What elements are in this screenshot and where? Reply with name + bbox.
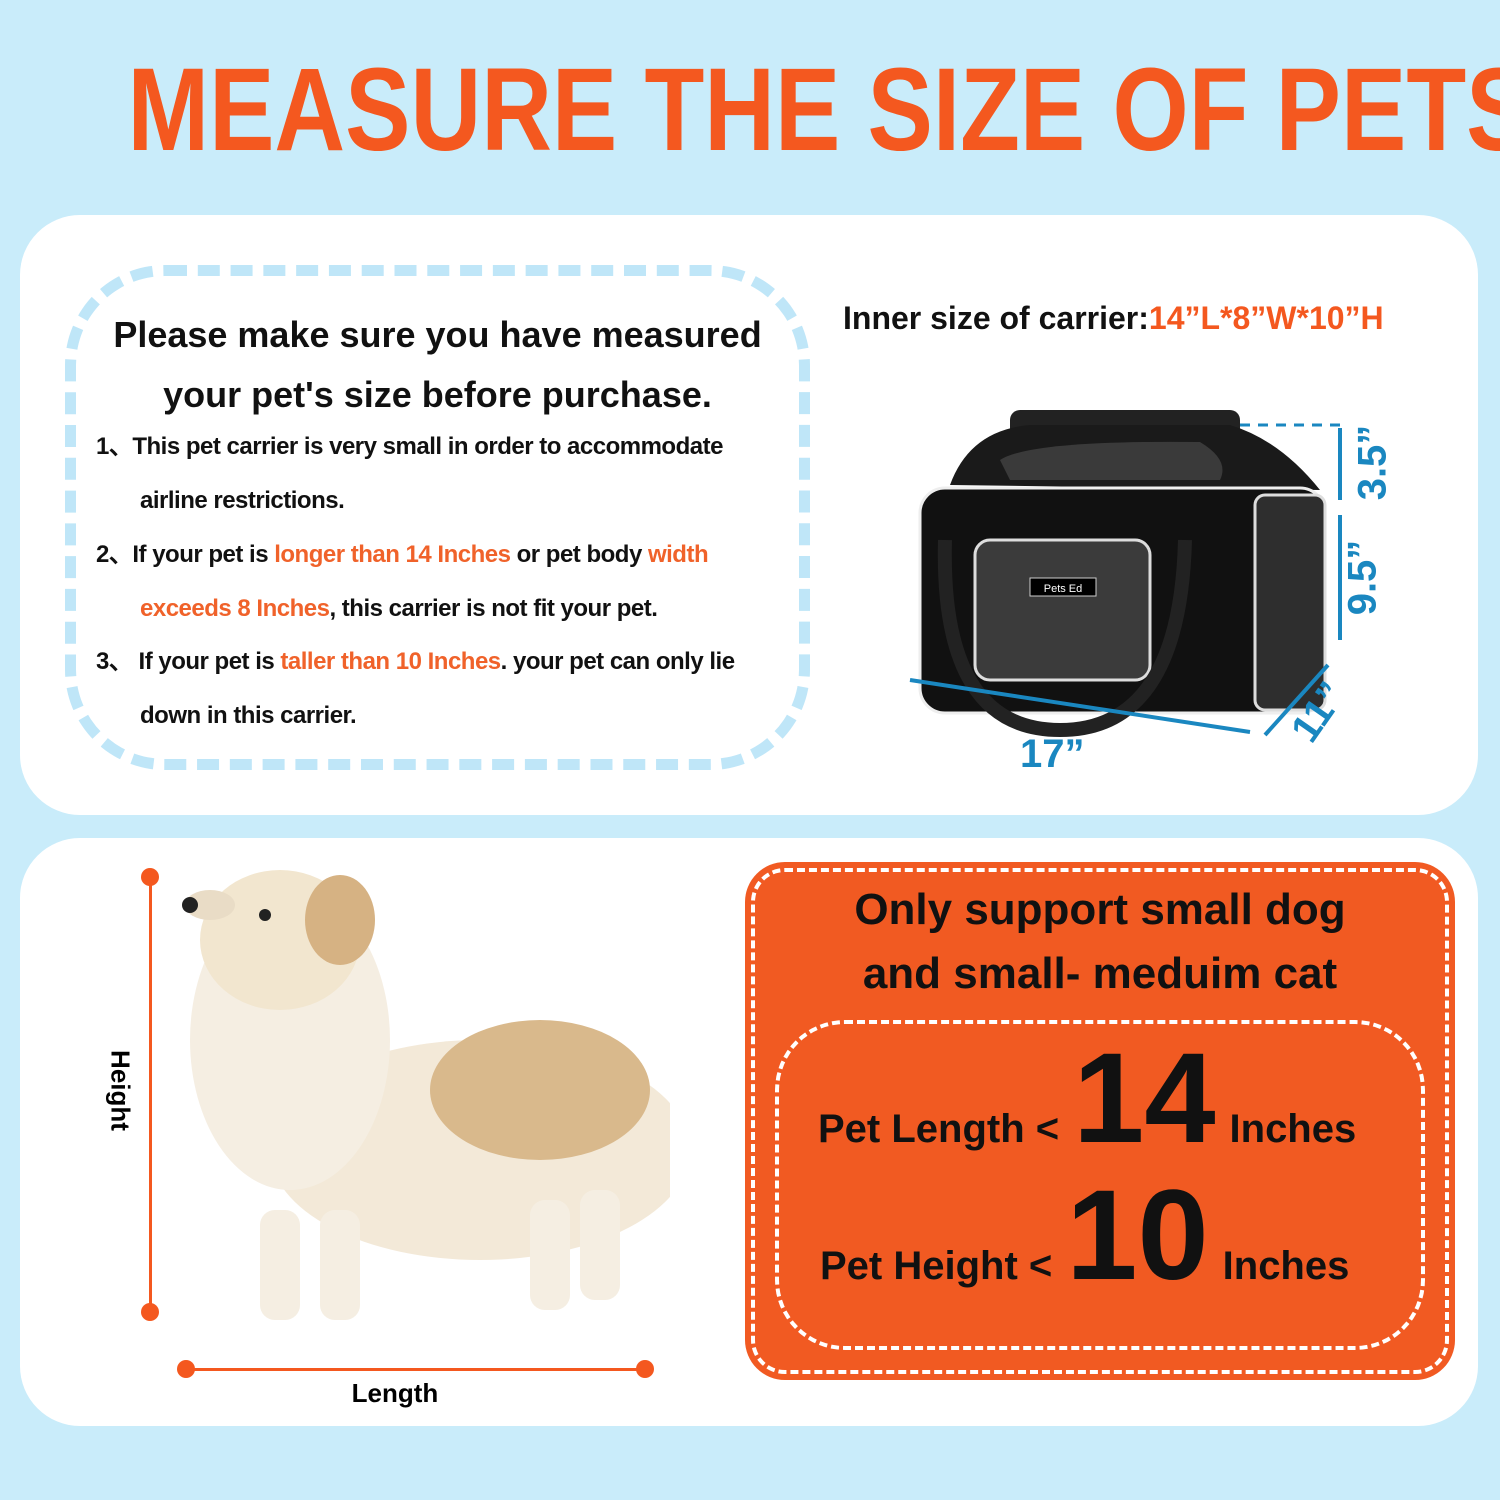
dog-image <box>182 870 670 1320</box>
dim-height: 9.5” <box>1340 539 1385 616</box>
height-dot-bottom <box>141 1303 159 1321</box>
length-measure-line <box>185 1368 645 1371</box>
length-dot-right <box>636 1360 654 1378</box>
length-arrow <box>909 678 1251 734</box>
notice-heading: Please make sure you have measured your … <box>80 305 795 425</box>
dim-top: 3.5” <box>1350 424 1395 501</box>
inner-size-label: Inner size of carrier:14”L*8”W*10”H <box>843 300 1384 336</box>
length-label: Length <box>351 1378 439 1408</box>
height-dot-top <box>141 868 159 886</box>
brand-label: Pets Ed <box>1044 583 1083 595</box>
height-label: Height <box>105 1050 136 1131</box>
dim-length: 17” <box>1020 732 1085 776</box>
height-measure-line <box>149 877 152 1312</box>
carrier-image: Pets Ed <box>909 410 1342 738</box>
notice-heading-line2: your pet's size before purchase. <box>163 374 712 415</box>
length-dot-left <box>177 1360 195 1378</box>
rule-1: 1、This pet carrier is very small in orde… <box>96 433 723 514</box>
front-mesh-pocket <box>973 538 1152 682</box>
rule-2: 2、If your pet is longer than 14 Inches o… <box>96 541 709 622</box>
width-arrow <box>1263 663 1330 737</box>
pet-length-limit: Pet Length <14 Inches <box>818 1027 1357 1170</box>
page-title: MEASURE THE SIZE OF PETS <box>127 44 1500 176</box>
pet-height-limit: Pet Height <10 Inches <box>820 1164 1350 1307</box>
rule-3: 3、 If your pet is taller than 10 Inches.… <box>96 648 735 729</box>
carrier-strap <box>937 539 1192 738</box>
support-box <box>745 862 1455 1380</box>
limit-dashed-frame <box>775 1020 1425 1350</box>
notice-dashed-frame <box>65 265 810 770</box>
notice-heading-line1: Please make sure you have measured <box>113 314 762 355</box>
support-heading: Only support small dog and small- meduim… <box>854 885 1346 998</box>
